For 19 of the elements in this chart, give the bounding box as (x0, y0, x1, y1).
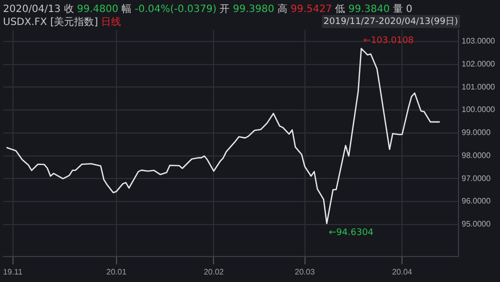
annotation: ←94.6304 (328, 228, 374, 238)
x-tick-label: 20.02 (204, 267, 224, 276)
x-tick-label: 20.03 (294, 267, 316, 276)
y-tick-label: 103.0000 (462, 36, 496, 46)
y-tick-label: 97.0000 (462, 174, 492, 183)
y-tick-label: 95.0000 (462, 220, 492, 229)
x-tick-label: 20.01 (106, 267, 127, 276)
y-tick-label: 96.0000 (462, 196, 492, 206)
y-tick-label: 102.0000 (462, 60, 496, 69)
chart-subtitle: USDX.FX [美元指数] 日线 (3, 17, 122, 28)
y-tick-label: 99.0000 (462, 128, 492, 138)
y-tick-label: 100.0000 (462, 105, 496, 114)
y-tick-label: 101.0000 (462, 82, 496, 92)
annotation: ←103.0108 (363, 36, 414, 46)
y-tick-label: 98.0000 (462, 150, 492, 160)
x-tick-label: 19.11 (3, 267, 24, 276)
x-tick-label: 20.04 (392, 267, 413, 276)
chart-title: 2020/04/13 收 99.4800 幅 -0.04%(-0.0379) 开 99.3980 高 99.5427 低 99.3840 量 0 (3, 4, 412, 15)
text: 2019/11/27-2020/04/13(99日) (322, 15, 460, 28)
